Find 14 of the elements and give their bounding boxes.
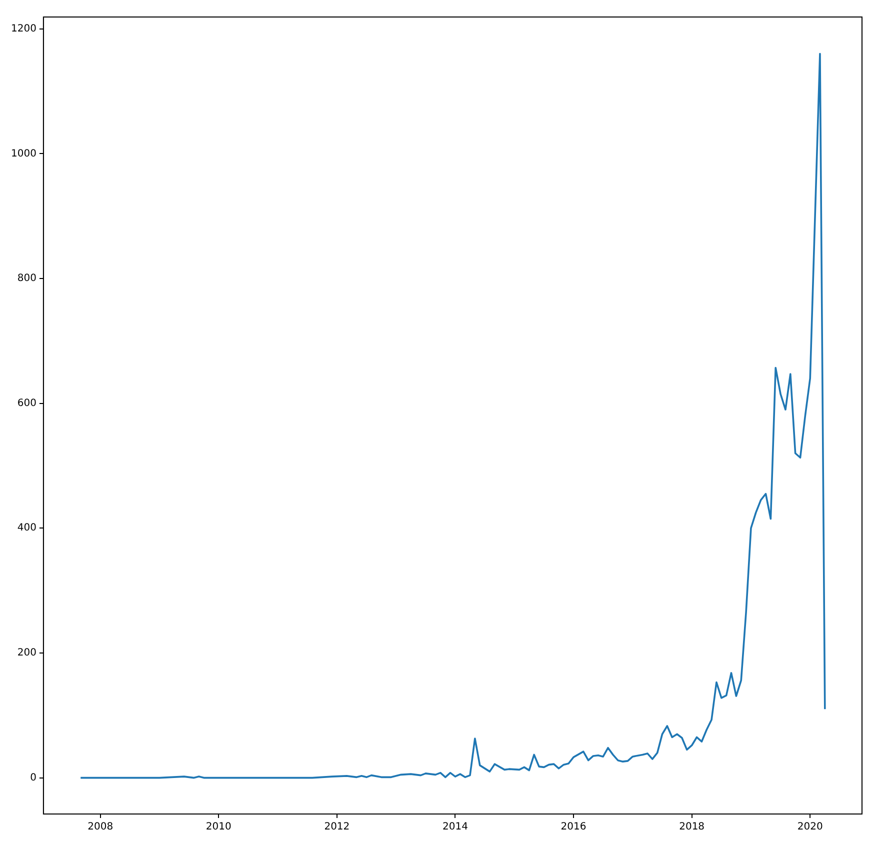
y-tick-label: 800: [17, 273, 36, 284]
y-tick-label: 400: [17, 522, 36, 534]
y-tick-label: 600: [17, 398, 36, 409]
x-tick-label: 2008: [88, 822, 114, 833]
x-tick-label: 2016: [560, 822, 586, 833]
x-tick-label: 2012: [324, 822, 350, 833]
x-tick-label: 2010: [206, 822, 232, 833]
x-tick-label: 2018: [679, 822, 705, 833]
x-tick-label: 2014: [442, 822, 468, 833]
y-tick-label: 200: [17, 648, 36, 659]
x-tick-label: 2020: [797, 822, 823, 833]
y-tick-label: 1200: [10, 23, 36, 34]
y-tick-label: 1000: [10, 148, 36, 160]
y-tick-label: 0: [30, 772, 36, 784]
